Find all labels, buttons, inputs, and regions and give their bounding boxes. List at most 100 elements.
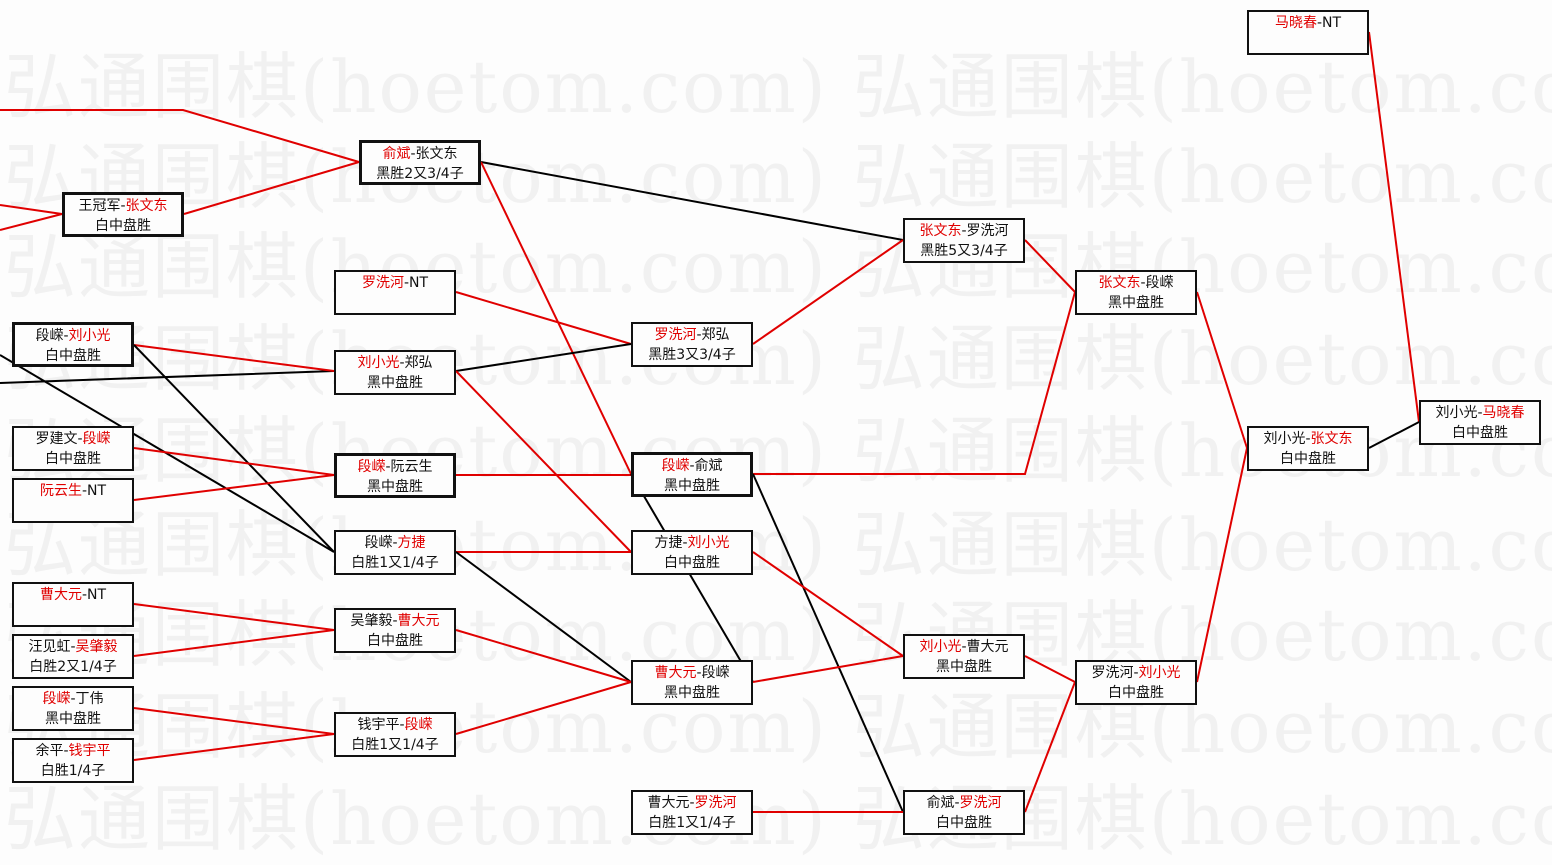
player-2: 阮云生	[390, 459, 433, 475]
match-box: 俞斌-张文东黑胜2又3/4子	[359, 140, 481, 185]
match-box: 俞斌-罗洗河 白中盘胜	[903, 790, 1025, 835]
player-1: 钱宇平	[357, 717, 400, 733]
separator: -	[1140, 275, 1146, 291]
player-2: 丁伟	[75, 691, 104, 707]
match-box: 刘小光-马晓春 白中盘胜	[1419, 400, 1541, 445]
separator: -	[70, 639, 76, 655]
player-2: 段嵘	[404, 717, 433, 733]
separator: -	[81, 587, 88, 603]
player-1: 汪见虹	[28, 639, 71, 655]
separator: -	[63, 328, 69, 344]
match-result: 白胜1又1/4子	[648, 815, 736, 831]
match-box: 曹大元-罗洗河 白胜1又1/4子	[631, 790, 753, 835]
match-box: 刘小光-张文东白中盘胜	[1247, 426, 1369, 471]
winner-connector-line	[480, 161, 632, 475]
winner-connector-line	[752, 239, 904, 345]
player-2: 段嵘	[701, 665, 730, 681]
player-2: 郑弘	[404, 355, 433, 371]
match-result: 白中盘胜	[1280, 451, 1336, 467]
player-2: 张文东	[1310, 431, 1353, 447]
match-result: 黑胜3又3/4子	[648, 347, 736, 363]
player-1: 方捷	[654, 535, 683, 551]
separator: -	[77, 431, 83, 447]
player-2: 俞斌	[694, 458, 723, 474]
match-box: 钱宇平-段嵘 白胜1又1/4子	[334, 712, 456, 757]
match-players: 刘小光-郑弘	[336, 353, 454, 373]
player-1: 俞斌	[382, 146, 411, 162]
player-1: 罗洗河	[654, 327, 697, 343]
player-1: 段嵘	[661, 458, 690, 474]
player-1: 张文东	[1098, 275, 1141, 291]
winner-connector-line	[133, 447, 335, 476]
player-1: 刘小光	[1263, 431, 1306, 447]
loser-connector-line	[1368, 421, 1420, 449]
separator: -	[120, 198, 126, 214]
winner-connector-line	[133, 733, 335, 761]
winner-connector-line	[1024, 681, 1076, 813]
match-players: 马晓春-NT	[1249, 13, 1367, 33]
match-players: 罗洗河-刘小光	[1077, 663, 1195, 683]
match-result: 黑中盘胜	[664, 685, 720, 701]
separator: -	[689, 795, 695, 811]
player-1: 刘小光	[919, 639, 962, 655]
match-players: 刘小光-张文东	[1249, 429, 1367, 449]
match-box: 余平-钱宇平 白胜1/4子	[12, 738, 134, 783]
player-1: 王冠军	[78, 198, 121, 214]
player-1: 阮云生	[39, 483, 82, 499]
player-1: 段嵘	[35, 328, 64, 344]
match-players: 曹大元-段嵘	[633, 663, 751, 683]
match-result: 黑胜2又3/4子	[376, 166, 464, 182]
match-box: 刘小光-曹大元 黑中盘胜	[903, 634, 1025, 679]
separator: -	[399, 717, 405, 733]
player-2: 罗洗河	[959, 795, 1002, 811]
match-players: 段嵘-刘小光	[15, 326, 131, 346]
match-players: 钱宇平-段嵘	[336, 715, 454, 735]
match-players: 汪见虹-吴肇毅	[14, 637, 132, 657]
separator: -	[410, 146, 416, 162]
match-players: 刘小光-马晓春	[1421, 403, 1539, 423]
player-2: 方捷	[397, 535, 426, 551]
match-box: 曹大元-段嵘黑中盘胜	[631, 660, 753, 705]
winner-connector-line	[0, 213, 63, 231]
winner-connector-line	[455, 629, 632, 683]
separator: -	[696, 327, 702, 343]
match-players: 罗建文-段嵘	[14, 429, 132, 449]
player-1: 罗建文	[35, 431, 78, 447]
match-players: 段嵘-俞斌	[634, 456, 750, 476]
match-box: 罗洗河-郑弘黑胜3又3/4子	[631, 322, 753, 367]
match-result: 白中盘胜	[367, 633, 423, 649]
loser-connector-line	[480, 161, 904, 241]
match-box: 吴肇毅-曹大元白中盘胜	[334, 608, 456, 653]
match-result: 白中盘胜	[1108, 685, 1164, 701]
separator: -	[63, 743, 69, 759]
player-1: 张文东	[919, 223, 962, 239]
loser-connector-line	[752, 473, 904, 813]
match-result: 黑中盘胜	[367, 375, 423, 391]
match-players: 张文东-段嵘	[1077, 273, 1195, 293]
player-2: 罗洗河	[966, 223, 1009, 239]
player-2: 曹大元	[397, 613, 440, 629]
winner-connector-line	[133, 707, 335, 735]
match-players: 吴肇毅-曹大元	[336, 611, 454, 631]
match-box: 罗建文-段嵘 白中盘胜	[12, 426, 134, 471]
match-result: 白中盘胜	[936, 815, 992, 831]
match-box: 张文东-段嵘 黑中盘胜	[1075, 270, 1197, 315]
match-box: 刘小光-郑弘黑中盘胜	[334, 350, 456, 395]
winner-connector-line	[133, 474, 335, 501]
player-1: 吴肇毅	[350, 613, 393, 629]
match-players: 罗洗河-郑弘	[633, 325, 751, 345]
loser-connector-line	[0, 354, 335, 553]
player-1: 罗洗河	[1091, 665, 1134, 681]
match-result: 白胜1又1/4子	[351, 555, 439, 571]
match-players: 曹大元-NT	[14, 585, 132, 605]
player-2: 张文东	[415, 146, 458, 162]
winner-connector-line	[455, 291, 632, 345]
match-box: 方捷-刘小光 白中盘胜	[631, 530, 753, 575]
match-result: 白中盘胜	[45, 348, 101, 364]
match-box: 张文东-罗洗河 黑胜5又3/4子	[903, 218, 1025, 263]
match-result: 黑中盘胜	[45, 711, 101, 727]
player-2: 郑弘	[701, 327, 730, 343]
separator: -	[399, 355, 405, 371]
player-1: 马晓春	[1274, 15, 1317, 31]
separator: -	[70, 691, 76, 707]
